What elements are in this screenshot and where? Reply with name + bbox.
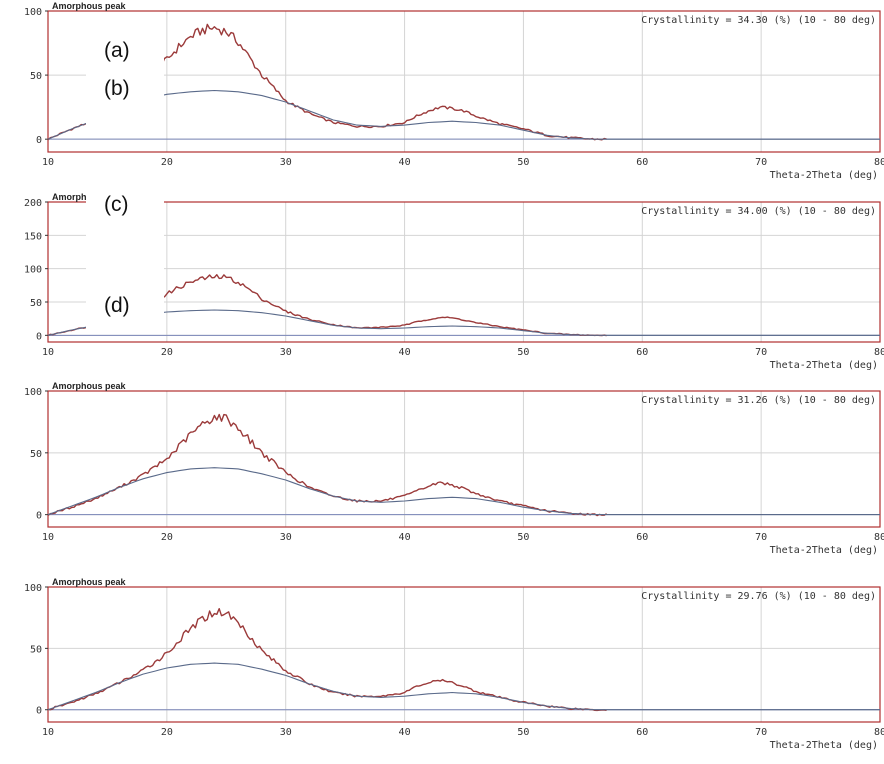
x-tick-label: 10 xyxy=(42,532,54,543)
plot-frame xyxy=(47,390,881,528)
series-fit-line xyxy=(47,309,880,336)
y-tick-label: 50 xyxy=(30,298,42,309)
y-tick-label: 100 xyxy=(24,387,42,398)
x-tick-label: 80 xyxy=(874,532,884,543)
x-tick-label: 70 xyxy=(755,532,767,543)
x-tick-label: 30 xyxy=(280,157,292,168)
y-tick-label: 200 xyxy=(24,198,42,209)
series-fit-line xyxy=(47,89,880,140)
x-tick-label: 50 xyxy=(517,157,529,168)
label-mask-top xyxy=(86,34,164,128)
y-tick-label: 100 xyxy=(24,583,42,594)
y-tick-label: 50 xyxy=(30,449,42,460)
panel-label-a: (a) xyxy=(104,39,130,62)
x-tick-label: 20 xyxy=(161,532,173,543)
x-tick-label: 60 xyxy=(636,347,648,358)
x-tick-label: 80 xyxy=(874,157,884,168)
x-tick-label: 20 xyxy=(161,347,173,358)
chart-panel-4: 0 50 100 10 20 30 40 50 60 70 80 Amorphous peak Crys… xyxy=(24,577,884,751)
x-tick-label: 20 xyxy=(161,157,173,168)
y-tick-label: 0 xyxy=(36,135,42,146)
x-tick-label: 80 xyxy=(874,347,884,358)
x-tick-label: 60 xyxy=(636,157,648,168)
x-tick-label: 70 xyxy=(755,727,767,738)
crystallinity-annotation: Crystallinity = 31.26 (%) (10 - 80 deg) xyxy=(641,395,876,406)
x-tick-label: 60 xyxy=(636,727,648,738)
x-tick-label: 40 xyxy=(399,157,411,168)
crystallinity-annotation: Crystallinity = 34.30 (%) (10 - 80 deg) xyxy=(641,15,876,26)
y-tick-label: 100 xyxy=(24,7,42,18)
x-axis-label: Theta-2Theta (deg) xyxy=(770,360,878,371)
x-axis-label: Theta-2Theta (deg) xyxy=(770,545,878,556)
x-tick-label: 30 xyxy=(280,532,292,543)
y-tick-label: 100 xyxy=(24,265,42,276)
x-tick-label: 50 xyxy=(517,532,529,543)
x-tick-label: 50 xyxy=(517,347,529,358)
chart-panel-3: 0 50 100 10 20 30 40 50 60 70 80 Amorphous peak Crys… xyxy=(24,381,884,556)
x-tick-label: 50 xyxy=(517,727,529,738)
label-mask-bottom xyxy=(86,180,164,330)
x-tick-label: 70 xyxy=(755,157,767,168)
chart-title: Amorphous peak xyxy=(52,1,127,11)
plot-frame xyxy=(47,201,881,343)
y-tick-label: 0 xyxy=(36,511,42,522)
x-tick-label: 60 xyxy=(636,532,648,543)
x-tick-label: 10 xyxy=(42,727,54,738)
panel-label-b: (b) xyxy=(104,77,130,100)
x-axis-label: Theta-2Theta (deg) xyxy=(770,740,878,751)
series-measured-line xyxy=(47,413,607,517)
crystallinity-annotation: Crystallinity = 29.76 (%) (10 - 80 deg) xyxy=(641,591,876,602)
x-axis-label: Theta-2Theta (deg) xyxy=(770,170,878,181)
chart-title: Amorphous peak xyxy=(52,577,127,587)
chart-title: Amorphous peak xyxy=(52,381,127,391)
x-tick-label: 80 xyxy=(874,727,884,738)
plot-frame xyxy=(47,10,881,153)
x-tick-label: 70 xyxy=(755,347,767,358)
panel-label-d: (d) xyxy=(104,294,130,317)
x-tick-label: 30 xyxy=(280,727,292,738)
x-tick-label: 30 xyxy=(280,347,292,358)
y-tick-label: 50 xyxy=(30,644,42,655)
panel-label-c: (c) xyxy=(104,193,129,216)
y-tick-label: 150 xyxy=(24,231,42,242)
series-measured-line xyxy=(47,608,607,712)
crystallinity-annotation: Crystallinity = 34.00 (%) (10 - 80 deg) xyxy=(641,206,876,217)
x-tick-label: 20 xyxy=(161,727,173,738)
y-tick-label: 0 xyxy=(36,706,42,717)
x-tick-label: 10 xyxy=(42,347,54,358)
y-tick-label: 50 xyxy=(30,71,42,82)
x-tick-label: 10 xyxy=(42,157,54,168)
x-tick-label: 40 xyxy=(399,347,411,358)
x-tick-label: 40 xyxy=(399,727,411,738)
series-fit-line xyxy=(47,662,880,711)
x-tick-label: 40 xyxy=(399,532,411,543)
plot-frame xyxy=(47,586,881,723)
series-fit-line xyxy=(47,467,880,516)
y-tick-label: 0 xyxy=(36,331,42,342)
